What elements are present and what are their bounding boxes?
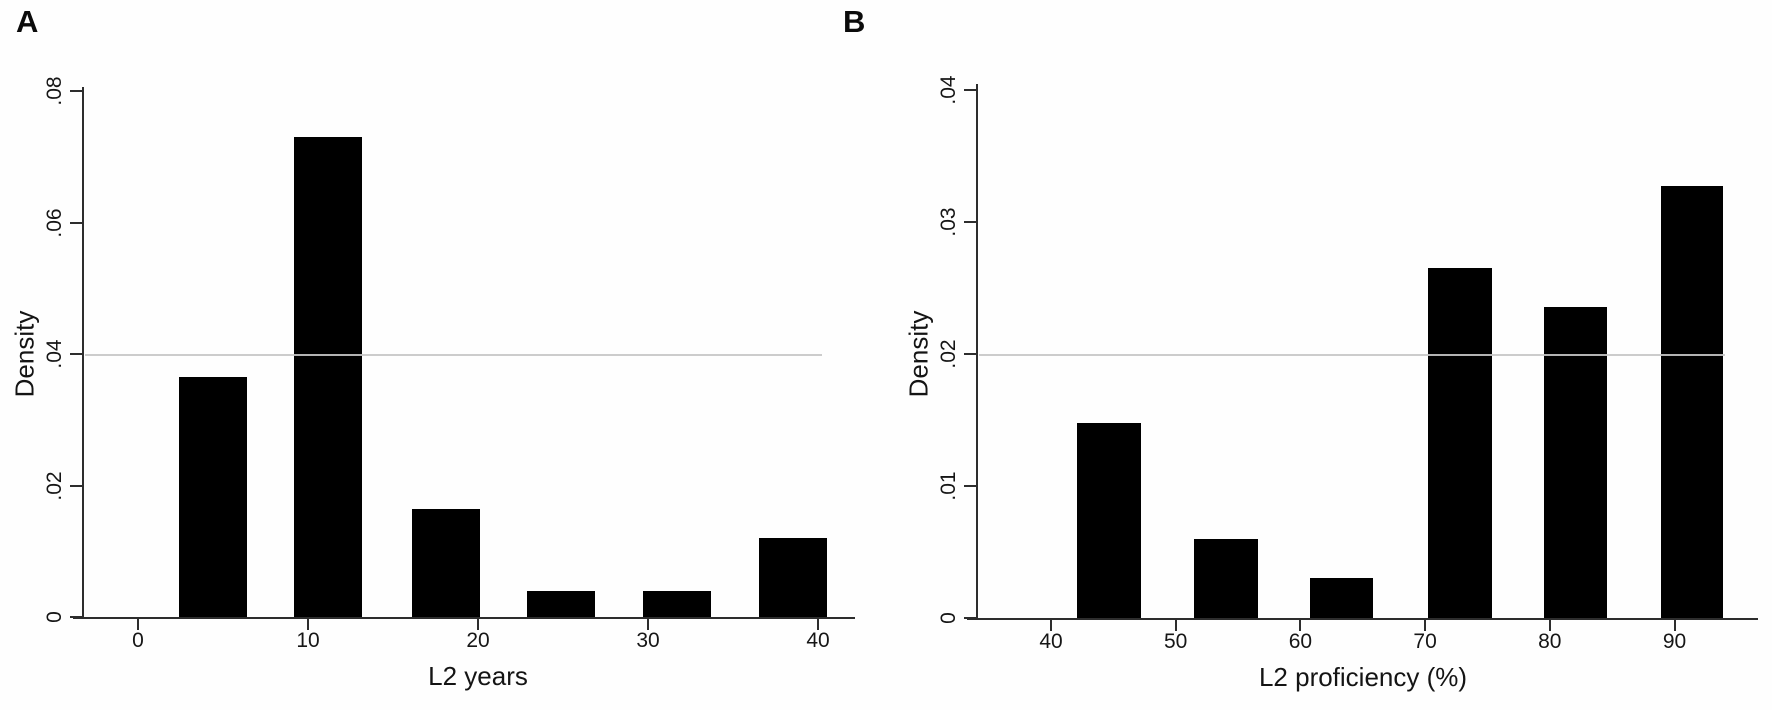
x-axis-tick bbox=[1174, 620, 1177, 631]
y-axis-tick bbox=[70, 90, 82, 92]
x-axis-tick-label: 40 bbox=[806, 629, 830, 652]
x-axis-tick-label: 40 bbox=[1039, 630, 1063, 653]
y-axis-tick bbox=[964, 221, 976, 223]
y-axis-tick-label: 0 bbox=[937, 612, 960, 624]
y-axis-tick-label: .04 bbox=[43, 339, 66, 369]
histogram-bar bbox=[527, 590, 596, 617]
y-axis-tick-label: .08 bbox=[43, 76, 66, 106]
histogram-bar bbox=[1543, 306, 1608, 618]
x-axis-tick bbox=[1299, 620, 1302, 631]
x-axis-tick-label: 80 bbox=[1538, 630, 1562, 653]
reference-gridline bbox=[979, 354, 1725, 356]
x-axis-tick bbox=[1050, 620, 1052, 631]
x-axis-tick-label: 30 bbox=[636, 629, 660, 652]
x-axis-tick bbox=[647, 619, 649, 630]
x-axis-tick-label: 50 bbox=[1164, 630, 1188, 653]
histogram-bar bbox=[1660, 186, 1724, 618]
x-axis-title: L2 years bbox=[428, 661, 528, 691]
y-axis-line bbox=[976, 84, 978, 620]
x-axis-title: L2 proficiency (%) bbox=[1258, 662, 1468, 692]
x-axis-line bbox=[967, 618, 1758, 620]
y-axis-tick-label: .02 bbox=[937, 339, 960, 369]
histogram-bar bbox=[1427, 268, 1493, 618]
y-axis-tick-label: .01 bbox=[937, 471, 960, 501]
y-axis-tick bbox=[964, 617, 976, 619]
y-axis-tick-label: 0 bbox=[43, 611, 66, 623]
panel-b-letter: B bbox=[843, 4, 866, 39]
reference-gridline bbox=[85, 354, 822, 356]
x-axis-tick bbox=[817, 619, 819, 630]
y-axis-title: Density bbox=[9, 310, 40, 398]
histogram-bar bbox=[1310, 578, 1373, 618]
x-axis-tick bbox=[137, 619, 139, 630]
y-axis-tick bbox=[964, 353, 976, 355]
x-axis-tick bbox=[477, 619, 479, 630]
y-axis-tick-label: .04 bbox=[937, 75, 960, 105]
x-axis-tick-label: 20 bbox=[466, 629, 490, 652]
x-axis-tick-label: 10 bbox=[296, 629, 320, 652]
histogram-bar bbox=[1194, 538, 1258, 618]
y-axis-line bbox=[82, 87, 84, 619]
y-axis-tick-label: .06 bbox=[43, 207, 66, 238]
x-axis-line bbox=[73, 617, 855, 619]
y-axis-tick bbox=[70, 484, 82, 487]
x-axis-tick-label: 70 bbox=[1413, 630, 1437, 653]
x-axis-tick bbox=[1424, 620, 1427, 631]
x-axis-tick-label: 90 bbox=[1662, 630, 1687, 653]
y-axis-tick bbox=[70, 616, 82, 618]
y-axis-tick bbox=[70, 221, 82, 224]
histogram-bar bbox=[758, 538, 827, 617]
x-axis-tick-label: 60 bbox=[1288, 630, 1313, 653]
y-axis-tick-label: .03 bbox=[937, 207, 960, 237]
y-axis-tick bbox=[964, 89, 976, 91]
histogram-bar bbox=[178, 377, 247, 617]
y-axis-tick bbox=[964, 485, 976, 487]
y-axis-tick bbox=[70, 353, 82, 355]
histogram-bar bbox=[294, 137, 363, 617]
panel-a-letter: A bbox=[16, 4, 39, 39]
histogram-bar bbox=[411, 508, 480, 617]
x-axis-tick-label: 0 bbox=[132, 629, 144, 652]
x-axis-tick bbox=[1548, 620, 1551, 631]
y-axis-tick-label: .02 bbox=[43, 470, 66, 501]
x-axis-tick bbox=[1673, 620, 1676, 631]
y-axis-title: Density bbox=[903, 310, 934, 398]
histogram-bar bbox=[642, 590, 711, 617]
x-axis-tick bbox=[307, 619, 309, 630]
histogram-bar bbox=[1077, 422, 1141, 618]
